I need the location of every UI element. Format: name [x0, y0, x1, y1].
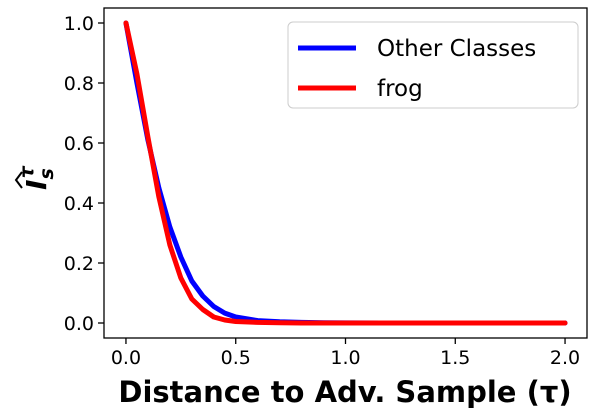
y-axis-label: Isτ: [14, 165, 58, 190]
y-tick-label: 0.4: [64, 193, 94, 215]
y-axis-label-hat: [14, 171, 23, 189]
y-axis-ticks: 0.0 0.2 0.4 0.6 0.8 1.0: [64, 13, 104, 335]
y-tick-label: 0.6: [64, 133, 94, 155]
x-tick-label: 0.0: [111, 347, 141, 369]
y-tick-label: 0.0: [64, 313, 94, 335]
y-tick-label: 1.0: [64, 13, 94, 35]
y-tick-label: 0.8: [64, 73, 94, 95]
y-axis-label-sup: τ: [16, 165, 38, 178]
x-tick-label: 0.5: [221, 347, 251, 369]
series-layer: [123, 20, 568, 326]
legend-box: [287, 21, 579, 109]
legend-label: frog: [377, 76, 423, 102]
y-axis-label-sub: s: [36, 168, 58, 179]
x-axis-ticks: 0.0 0.5 1.0 1.5 2.0: [111, 338, 580, 369]
svg-text:Isτ: Isτ: [16, 165, 58, 190]
y-tick-label: 0.2: [64, 253, 94, 275]
x-tick-label: 1.0: [330, 347, 360, 369]
legend-label: Other Classes: [377, 36, 536, 62]
series-line-frog: [123, 20, 568, 326]
x-axis-label: Distance to Adv. Sample (τ): [118, 375, 571, 409]
y-axis-label-base: I: [20, 180, 53, 190]
legend: Other Classes frog: [287, 21, 579, 109]
x-tick-label: 2.0: [550, 347, 580, 369]
x-tick-label: 1.5: [440, 347, 470, 369]
